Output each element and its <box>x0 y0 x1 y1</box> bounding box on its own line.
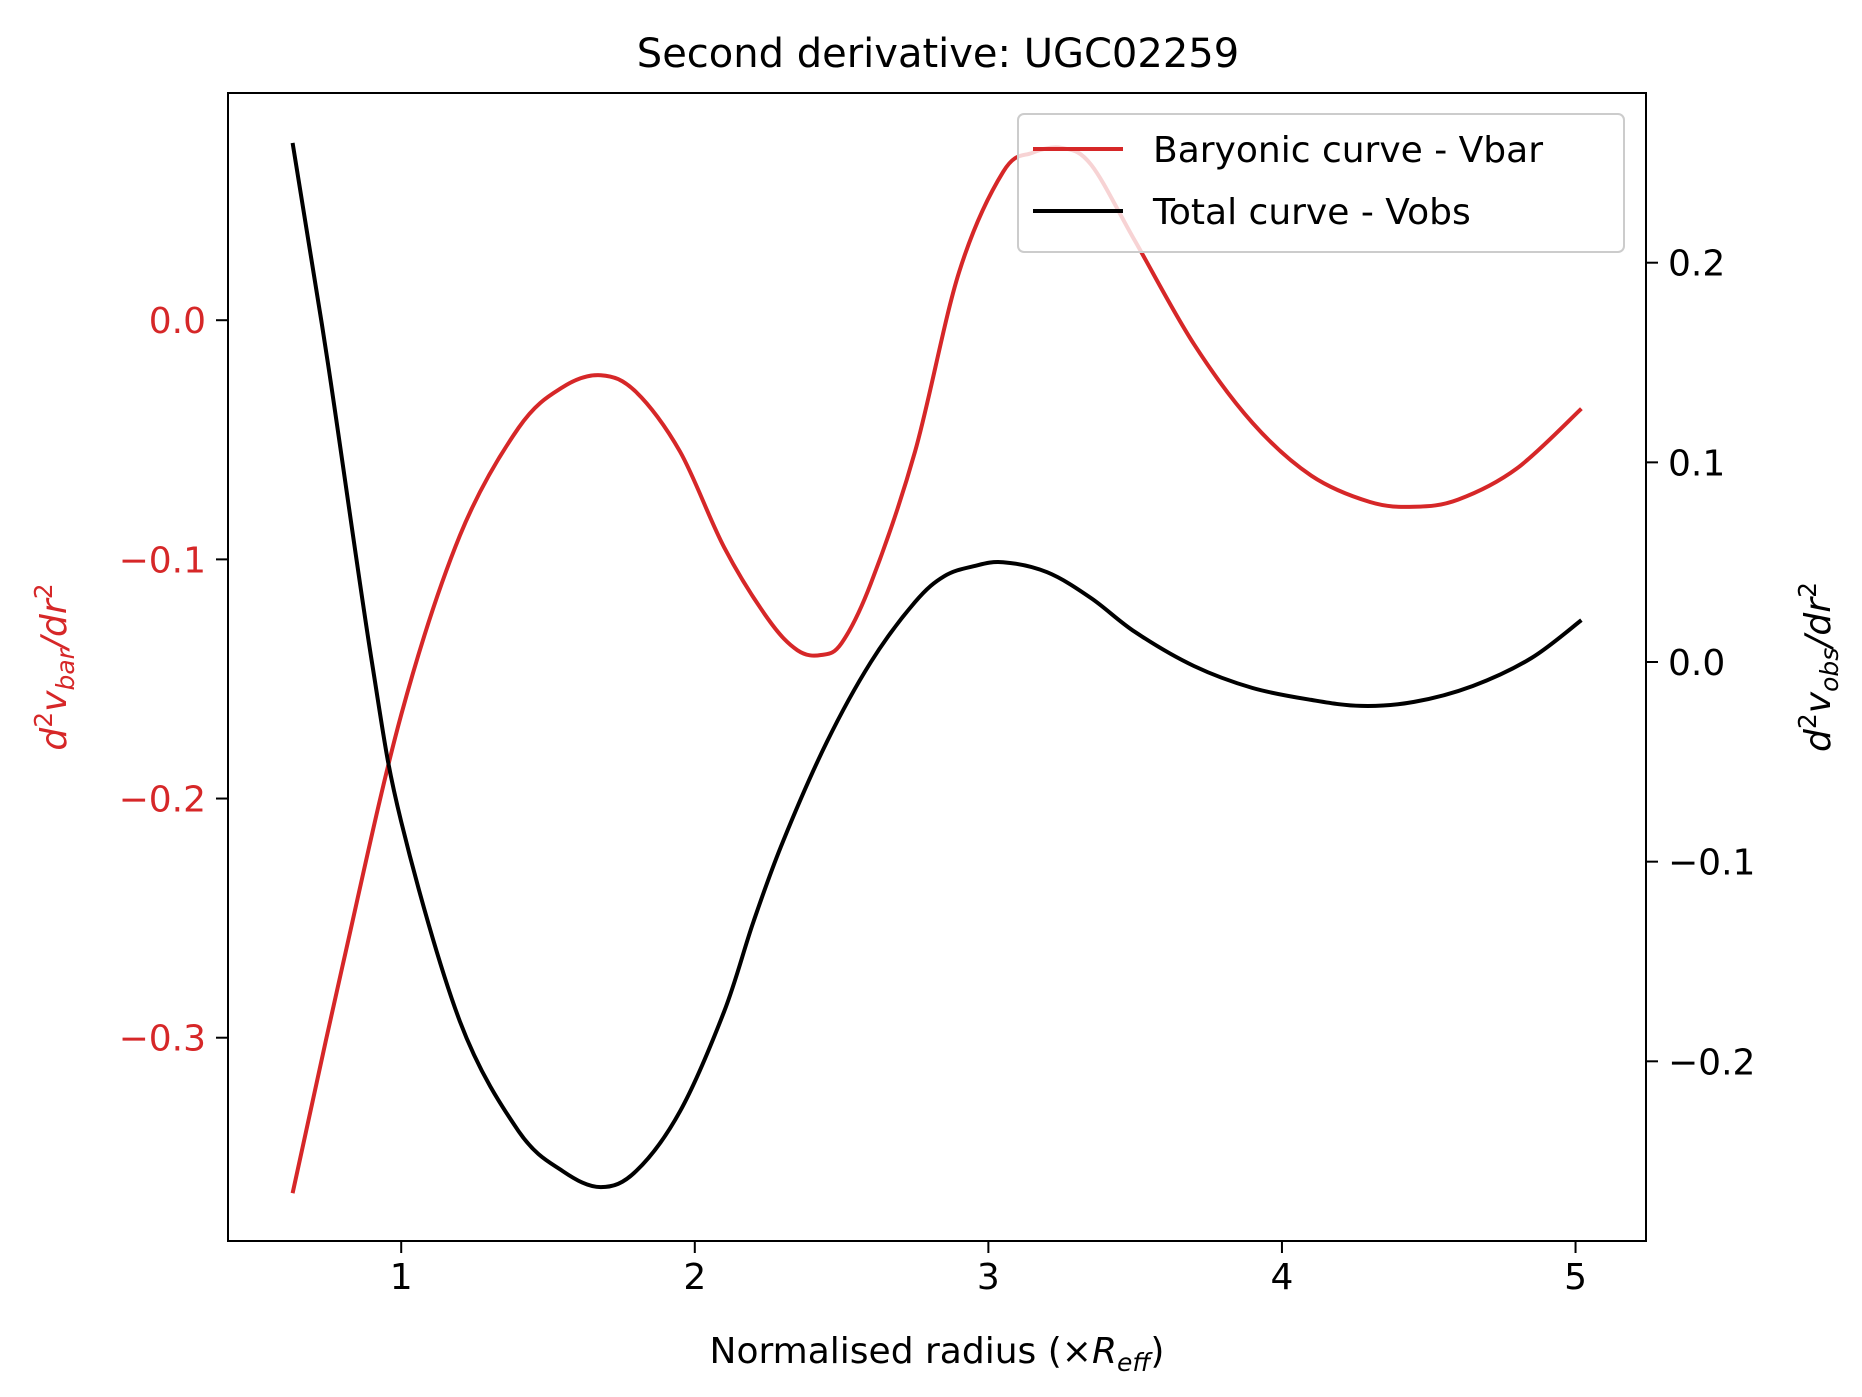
x-tick-label: 4 <box>1271 1257 1294 1298</box>
x-tick-label: 3 <box>977 1257 1000 1298</box>
y-right-tick-label: 0.0 <box>1668 643 1725 684</box>
y-left-tick-label: −0.3 <box>119 1019 206 1060</box>
y-axis-left-label: d2vbar/dr2 <box>29 583 80 750</box>
chart-title: Second derivative: UGC02259 <box>637 31 1239 77</box>
y-right-tick-label: −0.1 <box>1668 843 1755 884</box>
y-right-tick-label: 0.1 <box>1668 443 1725 484</box>
plot-frame <box>227 92 1647 1242</box>
legend-box <box>1017 113 1625 253</box>
x-tick-label: 2 <box>683 1257 706 1298</box>
y-axis-right: 0.2 0.1 0.0 −0.1 −0.2 <box>1646 244 1755 1083</box>
y-axis-right-label: d2vobs/dr2 <box>1793 582 1844 752</box>
series-line-vbar <box>290 145 1583 1194</box>
legend-label-vbar: Baryonic curve - Vbar <box>1153 130 1543 171</box>
y-left-tick-label: 0.0 <box>149 301 206 342</box>
y-left-tick-label: −0.2 <box>119 780 206 821</box>
legend: Baryonic curve - Vbar Total curve - Vobs <box>1017 113 1625 253</box>
y-left-tick-label: −0.1 <box>119 540 206 581</box>
x-axis: 1 2 3 4 5 <box>390 1241 1587 1298</box>
series-line-vobs <box>290 142 1583 1190</box>
x-axis-label: Normalised radius (×Reff) <box>710 1331 1165 1377</box>
series-layer <box>290 142 1583 1194</box>
legend-label-vobs: Total curve - Vobs <box>1152 192 1471 233</box>
x-tick-label: 1 <box>390 1257 413 1298</box>
y-right-tick-label: 0.2 <box>1668 244 1725 285</box>
x-tick-label: 5 <box>1564 1257 1587 1298</box>
y-axis-left: 0.0 −0.1 −0.2 −0.3 <box>119 301 228 1060</box>
y-right-tick-label: −0.2 <box>1668 1042 1755 1083</box>
